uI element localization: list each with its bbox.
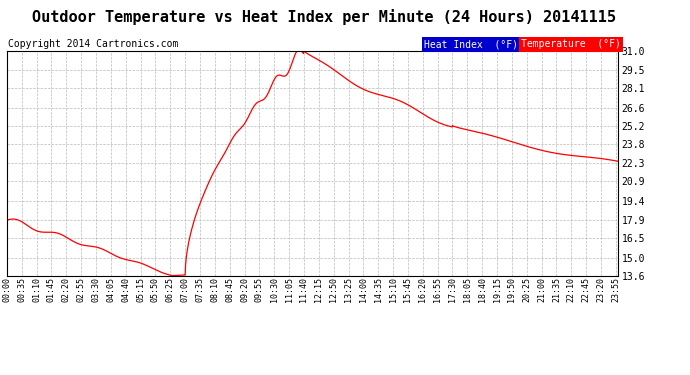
- Text: Heat Index  (°F): Heat Index (°F): [424, 39, 518, 50]
- Text: Temperature  (°F): Temperature (°F): [521, 39, 621, 50]
- Text: Outdoor Temperature vs Heat Index per Minute (24 Hours) 20141115: Outdoor Temperature vs Heat Index per Mi…: [32, 9, 616, 26]
- Text: Copyright 2014 Cartronics.com: Copyright 2014 Cartronics.com: [8, 39, 179, 50]
